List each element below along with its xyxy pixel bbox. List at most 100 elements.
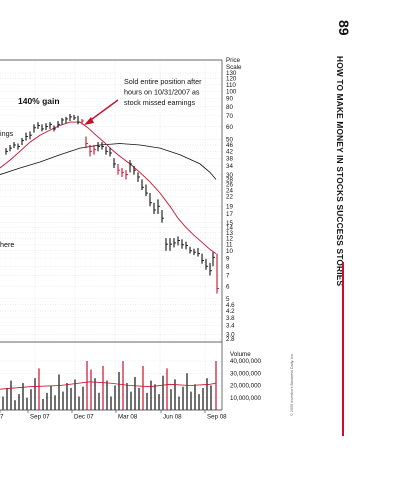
price-bar: [133, 165, 136, 175]
left-annotation-fragment: ings: [0, 129, 14, 138]
volume-tick-label: 40,000,000: [230, 358, 262, 365]
price-bar: [125, 170, 128, 180]
price-bar: [45, 123, 48, 131]
price-scale-title: Scale: [226, 64, 242, 71]
price-tick-label: 30: [226, 172, 233, 179]
price-bar: [5, 148, 8, 155]
price-tick-label: 11: [226, 241, 233, 248]
x-tick-label: Sep 07: [30, 414, 50, 421]
price-bar: [197, 248, 200, 257]
price-bar: [137, 172, 140, 182]
price-tick-label: 9: [226, 255, 230, 262]
price-bar: [97, 142, 100, 152]
price-bar: [33, 124, 36, 133]
price-tick-label: 70: [226, 113, 233, 120]
running-title: HOW TO MAKE MONEY IN STOCKS SUCCESS STOR…: [335, 56, 345, 287]
price-tick-label: 15: [226, 220, 233, 227]
price-bar: [129, 160, 132, 173]
gain-annotation: 140% gain: [18, 96, 60, 106]
price-tick-label: 60: [226, 124, 233, 131]
price-bar: [201, 253, 204, 264]
price-bar: [177, 236, 180, 246]
price-bar: [205, 258, 208, 270]
price-tick-label: 100: [226, 88, 237, 95]
price-tick-label: 34: [226, 163, 233, 170]
price-tick-label: 90: [226, 96, 233, 103]
volume-tick-label: 10,000,000: [230, 395, 262, 402]
x-tick-label: Sep 08: [207, 414, 227, 421]
price-bar: [121, 168, 124, 177]
price-tick-label: 38: [226, 155, 233, 162]
price-bar: [169, 238, 172, 251]
price-bar: [212, 252, 215, 267]
price-tick-label: 4.2: [226, 308, 235, 315]
price-tick-label: 42: [226, 149, 233, 156]
sell-annotation-line: Sold entire position after: [124, 77, 202, 86]
price-bar: [157, 199, 160, 214]
price-tick-label: 10: [226, 248, 233, 255]
price-tick-label: 46: [226, 142, 233, 149]
price-bar: [153, 202, 156, 214]
accent-rule: [342, 262, 344, 436]
price-tick-label: 13: [226, 230, 233, 237]
price-tick-label: 22: [226, 193, 233, 200]
price-tick-label: 50: [226, 136, 233, 143]
price-bar: [85, 136, 88, 149]
moving-average-lines: [0, 121, 217, 254]
x-tick-label: Dec 07: [74, 414, 94, 421]
price-bar: [89, 145, 92, 157]
price-bar: [145, 184, 148, 197]
copyright-notice: © 2009 Investor's Business Daily, Inc.: [290, 353, 294, 416]
price-bar: [17, 143, 20, 150]
long-moving-average-line: [0, 143, 217, 180]
price-tick-label: 19: [226, 203, 233, 210]
price-tick-label: 17: [226, 211, 233, 218]
volume-tick-label: 30,000,000: [230, 370, 262, 377]
price-bar: [209, 262, 212, 276]
price-tick-label: 12: [226, 235, 233, 242]
short-moving-average-line: [0, 121, 217, 254]
price-bar: [101, 142, 104, 150]
price-tick-label: 130: [226, 70, 237, 77]
price-tick-label: 4.6: [226, 302, 235, 309]
volume-tick-label: 20,000,000: [230, 383, 262, 390]
price-bar: [161, 210, 164, 223]
price-bar: [21, 137, 24, 146]
price-bar: [185, 241, 188, 250]
price-bar: [109, 148, 112, 157]
price-bar: [73, 114, 76, 120]
price-bar: [149, 193, 152, 207]
price-bar: [193, 248, 196, 256]
price-bar: [13, 142, 16, 149]
chart-labels: 140% gain Sold entire position after hours…: [0, 77, 294, 416]
price-tick-label: 7: [226, 273, 230, 280]
price-tick-label: 3.4: [226, 323, 235, 330]
price-tick-label: 14: [226, 225, 233, 232]
sell-annotation-line: stock missed earnings: [124, 98, 196, 107]
price-bar: [165, 238, 168, 251]
price-bar: [181, 239, 184, 249]
price-tick-label: 3.8: [226, 315, 235, 322]
x-tick-label: Jun 08: [163, 414, 182, 421]
price-tick-label: 26: [226, 182, 233, 189]
price-bar: [25, 132, 28, 141]
price-bar: [65, 116, 68, 124]
sell-arrow-head: [84, 117, 94, 125]
page-number: 89: [336, 20, 352, 36]
price-tick-label: 80: [226, 104, 233, 111]
price-bar: [69, 113, 72, 122]
price-tick-label: 110: [226, 82, 236, 89]
price-tick-label: 5: [226, 296, 230, 303]
price-bar: [53, 125, 56, 132]
price-bar: [117, 163, 120, 175]
price-bar: [41, 124, 44, 132]
price-bar: [29, 131, 32, 140]
price-bar: [105, 146, 108, 155]
sell-arrow: [84, 99, 119, 125]
volume-bars: [0, 361, 217, 410]
sell-arrow-shaft: [87, 99, 119, 123]
price-tick-label: 3.0: [226, 331, 235, 338]
price-tick-label: 8: [226, 263, 230, 270]
price-scale-title: Price: [226, 57, 241, 64]
price-bar: [61, 117, 64, 125]
